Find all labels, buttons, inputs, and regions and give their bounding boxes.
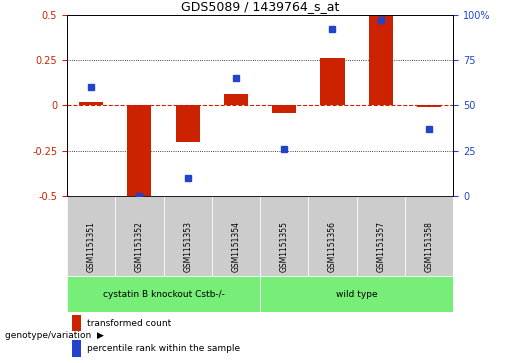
Bar bbox=[320, 58, 345, 105]
Bar bbox=[176, 105, 200, 142]
Text: transformed count: transformed count bbox=[87, 319, 171, 327]
Bar bbox=[260, 276, 453, 312]
Bar bbox=[67, 196, 115, 276]
Bar bbox=[260, 196, 308, 276]
Text: wild type: wild type bbox=[336, 290, 377, 298]
Bar bbox=[369, 16, 393, 105]
Bar bbox=[405, 196, 453, 276]
Title: GDS5089 / 1439764_s_at: GDS5089 / 1439764_s_at bbox=[181, 0, 339, 13]
Bar bbox=[272, 105, 296, 113]
Bar bbox=[79, 102, 103, 105]
Text: GSM1151353: GSM1151353 bbox=[183, 221, 192, 272]
Text: genotype/variation  ▶: genotype/variation ▶ bbox=[5, 331, 104, 340]
Text: GSM1151356: GSM1151356 bbox=[328, 221, 337, 272]
Bar bbox=[72, 340, 81, 357]
Bar bbox=[308, 196, 356, 276]
Bar bbox=[67, 276, 260, 312]
Text: GSM1151351: GSM1151351 bbox=[87, 221, 96, 272]
Bar bbox=[417, 105, 441, 107]
Text: GSM1151358: GSM1151358 bbox=[424, 221, 434, 272]
Text: cystatin B knockout Cstb-/-: cystatin B knockout Cstb-/- bbox=[102, 290, 225, 298]
Bar bbox=[163, 196, 212, 276]
Bar bbox=[224, 94, 248, 105]
Bar bbox=[72, 314, 81, 331]
Bar bbox=[127, 105, 151, 198]
Text: GSM1151355: GSM1151355 bbox=[280, 221, 289, 272]
Bar bbox=[212, 196, 260, 276]
Text: percentile rank within the sample: percentile rank within the sample bbox=[87, 344, 239, 354]
Text: GSM1151357: GSM1151357 bbox=[376, 221, 385, 272]
Text: GSM1151352: GSM1151352 bbox=[135, 221, 144, 272]
Bar bbox=[356, 196, 405, 276]
Text: GSM1151354: GSM1151354 bbox=[231, 221, 241, 272]
Bar bbox=[115, 196, 163, 276]
